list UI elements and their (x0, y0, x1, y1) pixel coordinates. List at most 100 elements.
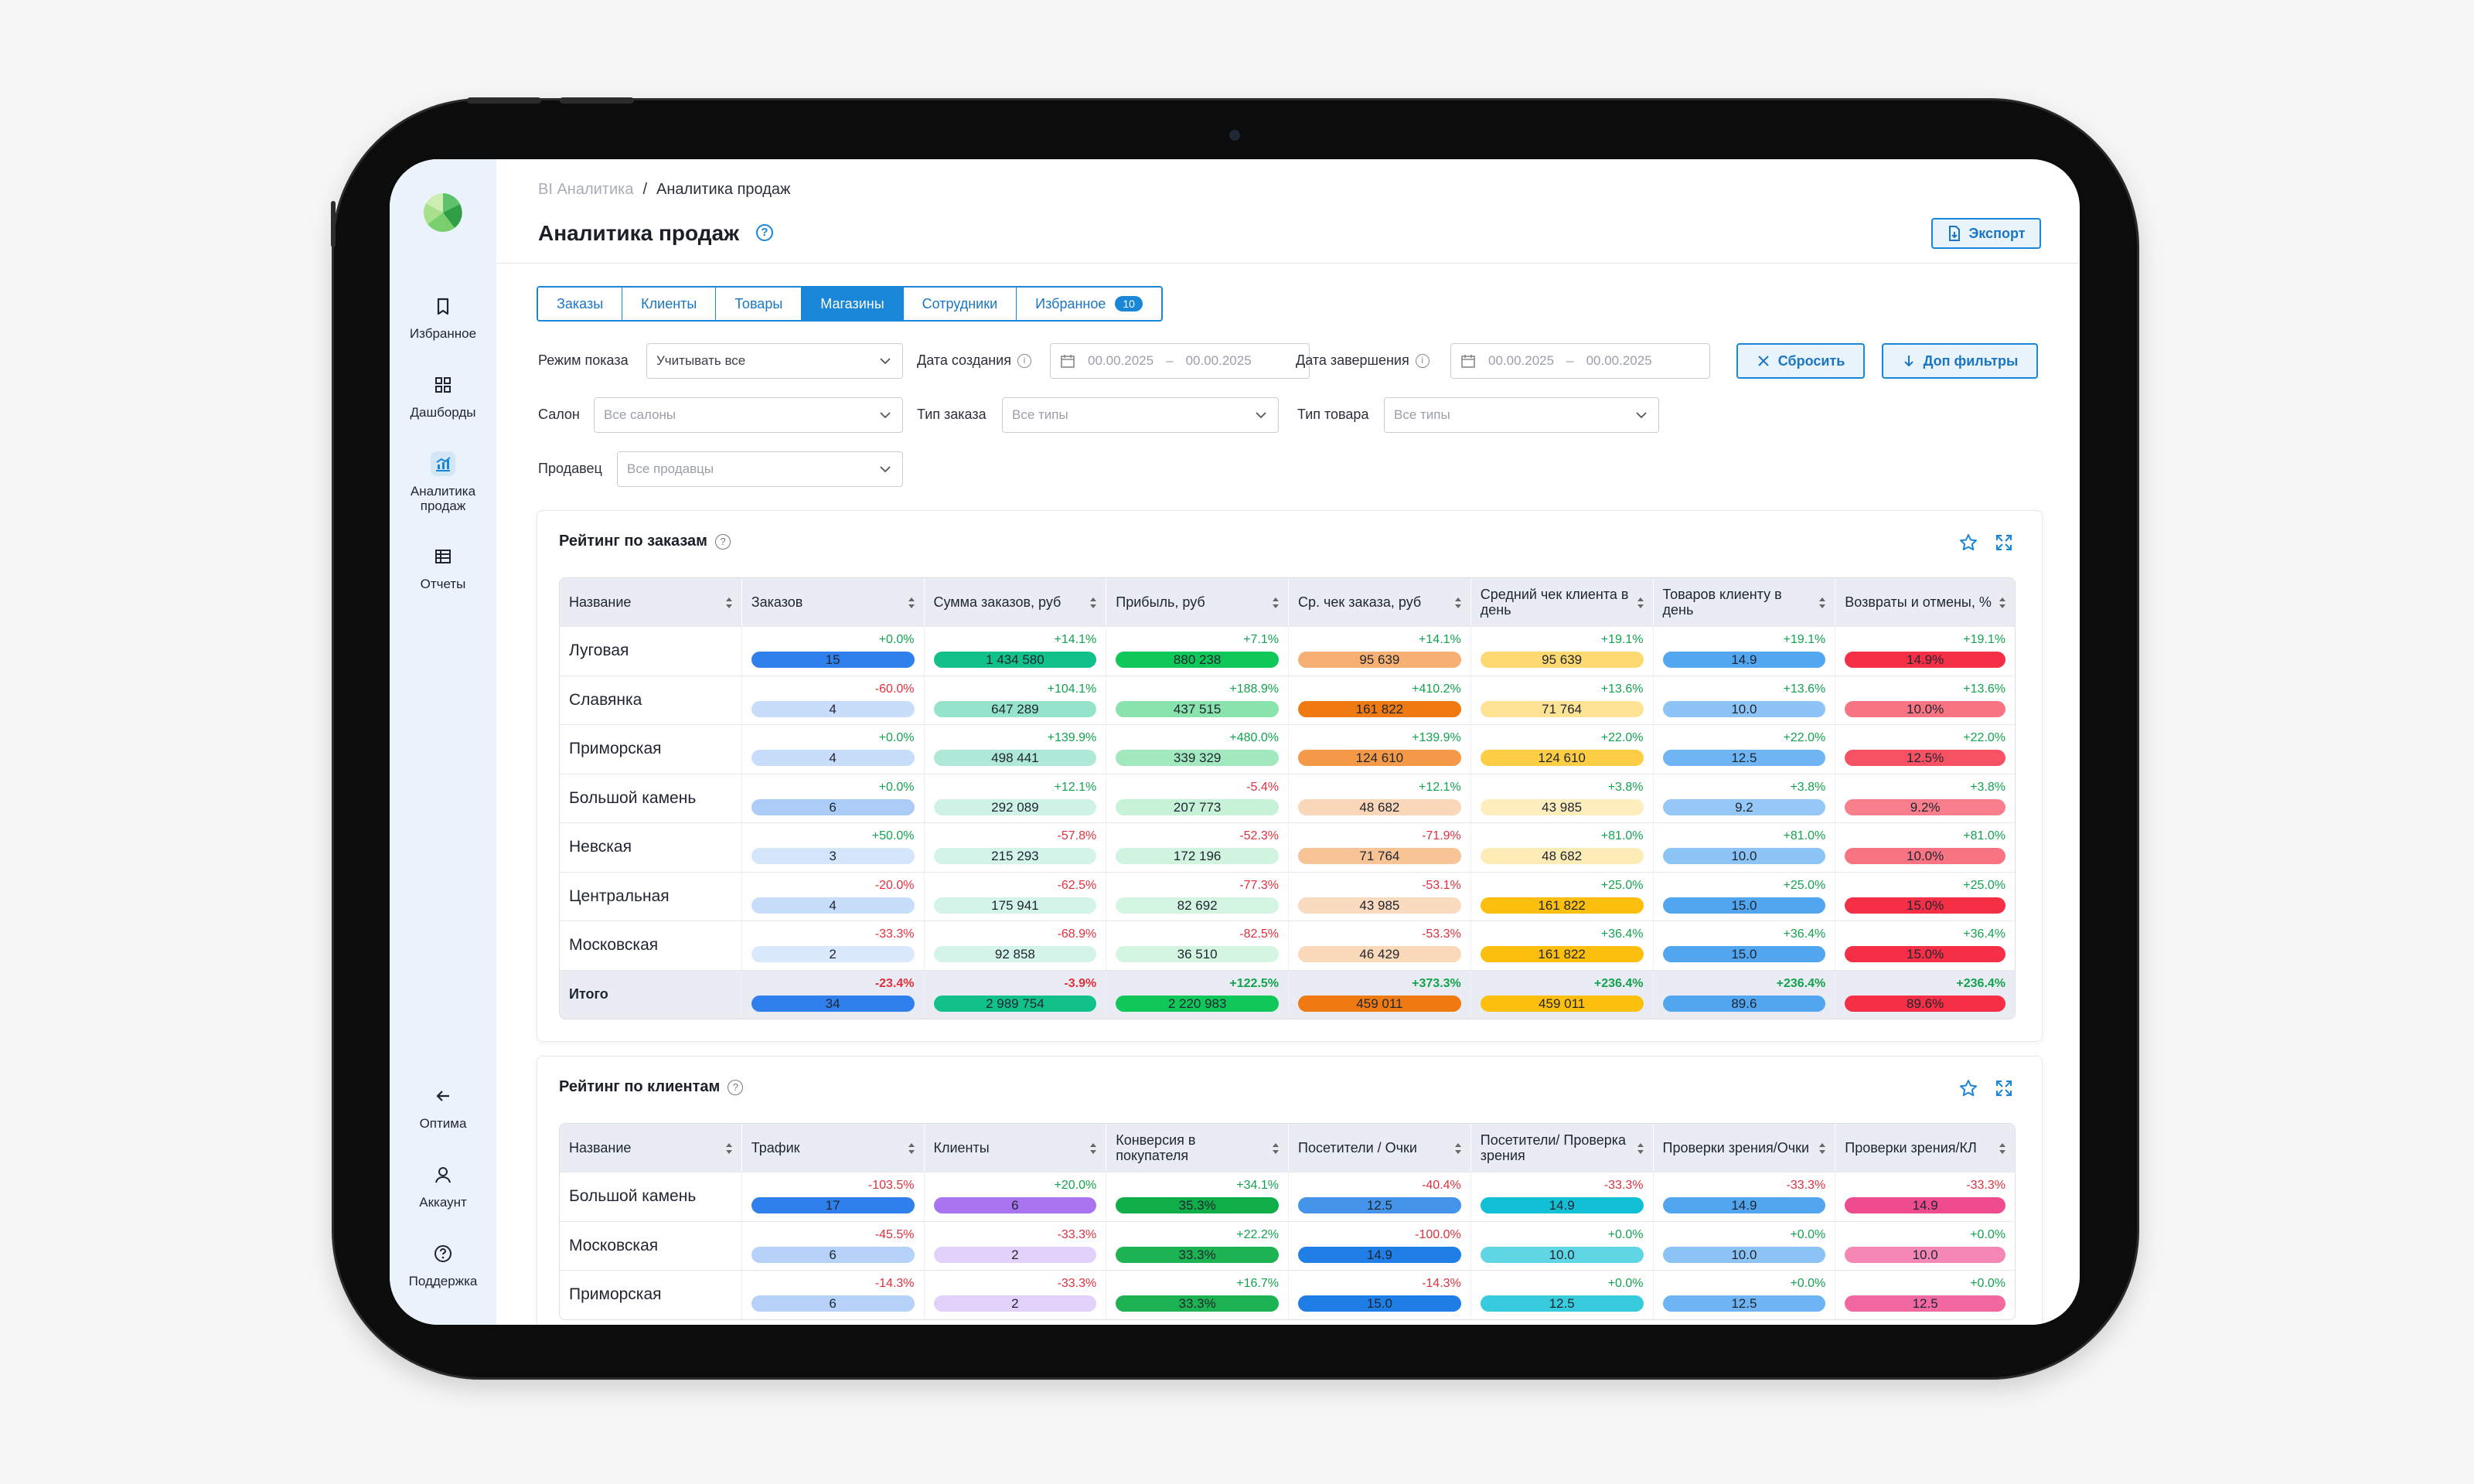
delta-value: +3.8% (1607, 780, 1644, 794)
table-row[interactable]: Московская -45.5% 6 -33.3% 2 +22.2% 33.3% -100.… (560, 1220, 2015, 1270)
sort-icon[interactable] (1089, 1141, 1098, 1156)
table-row[interactable]: Приморская -14.3% 6 -33.3% 2 +16.7% 33.3% -14.3… (560, 1270, 2015, 1319)
app-logo[interactable] (424, 193, 462, 232)
sort-icon[interactable] (724, 1141, 734, 1156)
table-row[interactable]: Луговая +0.0% 15 +14.1% 1 434 580 +7.1% 880 23… (560, 626, 2015, 676)
delta-value: -33.3% (1603, 1179, 1644, 1192)
sidebar-item-reports[interactable]: Отчеты (390, 544, 496, 591)
sort-icon[interactable] (1998, 595, 2007, 611)
sort-icon[interactable] (1271, 1141, 1280, 1156)
expand-icon[interactable] (1994, 1078, 2014, 1098)
sort-icon[interactable] (1089, 595, 1098, 611)
help-icon[interactable]: ? (728, 1079, 744, 1095)
sort-icon[interactable] (1818, 1141, 1827, 1156)
sort-icon[interactable] (724, 595, 734, 611)
column-header[interactable]: Заказов (742, 578, 925, 626)
star-icon[interactable] (1958, 533, 1978, 553)
delta-value: +81.0% (1783, 829, 1826, 842)
created-date-range[interactable]: 00.00.2025 – 00.00.2025 (1050, 343, 1310, 379)
column-header[interactable]: Средний чек клиента в день (1471, 578, 1654, 626)
tab-stores[interactable]: Магазины (802, 288, 904, 320)
value-bar: 459 011 (1298, 995, 1461, 1012)
seller-select[interactable]: Все продавцы (617, 451, 903, 487)
breadcrumb-parent[interactable]: BI Аналитика (538, 181, 634, 198)
sidebar-item-optima[interactable]: Оптима (390, 1084, 496, 1131)
value-bar: 34 (751, 995, 915, 1012)
delta-value: +13.6% (1783, 682, 1826, 696)
reset-button[interactable]: Сбросить (1736, 343, 1865, 379)
column-header[interactable]: Трафик (742, 1124, 925, 1172)
sort-icon[interactable] (1818, 595, 1827, 611)
delta-value: -82.5% (1239, 928, 1280, 941)
salon-select[interactable]: Все салоны (594, 397, 903, 433)
sort-icon[interactable] (1271, 595, 1280, 611)
column-header[interactable]: Название (560, 578, 742, 626)
sidebar-item-support[interactable]: Поддержка (390, 1241, 496, 1288)
column-header[interactable]: Посетители/ Проверка зрения (1471, 1124, 1654, 1172)
sort-icon[interactable] (1636, 595, 1645, 611)
column-header[interactable]: Возвраты и отмены, % (1835, 578, 2015, 626)
export-button[interactable]: Экспорт (1931, 218, 2041, 249)
value-bar: 12.5 (1845, 1295, 2006, 1312)
tab-orders[interactable]: Заказы (538, 288, 623, 320)
finished-date-range[interactable]: 00.00.2025 – 00.00.2025 (1450, 343, 1710, 379)
column-header[interactable]: Товаров клиенту в день (1654, 578, 1836, 626)
delta-value: +0.0% (878, 731, 915, 744)
sidebar-item-account[interactable]: Аккаунт (390, 1162, 496, 1210)
delta-value: -33.3% (1786, 1179, 1826, 1192)
expand-icon[interactable] (1994, 533, 2014, 553)
tab-employees[interactable]: Сотрудники (903, 288, 1017, 320)
column-header[interactable]: Ср. чек заказа, руб (1289, 578, 1471, 626)
sidebar-item-dashboards[interactable]: Дашборды (390, 373, 496, 420)
column-header-label: Заказов (751, 594, 803, 610)
more-filters-button[interactable]: Доп фильтры (1882, 343, 2038, 379)
info-icon[interactable]: i (1415, 354, 1430, 369)
sidebar-item-sales-analytics[interactable]: Аналитика продаж (390, 451, 496, 513)
table-row[interactable]: Невская +50.0% 3 -57.8% 215 293 -52.3% 172 196… (560, 822, 2015, 872)
sort-icon[interactable] (907, 1141, 916, 1156)
sort-icon[interactable] (1453, 595, 1463, 611)
table-row[interactable]: Центральная -20.0% 4 -62.5% 175 941 -77.3% 82 … (560, 871, 2015, 921)
value-bar: 9.2% (1845, 798, 2006, 815)
product-type-select[interactable]: Все типы (1384, 397, 1659, 433)
column-header[interactable]: Конверсия в покупателя (1106, 1124, 1289, 1172)
order-type-select[interactable]: Все типы (1002, 397, 1279, 433)
sort-icon[interactable] (1453, 1141, 1463, 1156)
column-header[interactable]: Сумма заказов, руб (925, 578, 1107, 626)
table-total-row[interactable]: Итого -23.4% 34 -3.9% 2 989 754 +122.5% 2 220 … (560, 969, 2015, 1019)
table-row[interactable]: Большой камень -103.5% 17 +20.0% 6 +34.1% 35.3… (560, 1172, 2015, 1221)
tab-label: Магазины (820, 295, 884, 311)
hardware-button (467, 97, 541, 104)
value-bar: 3 (751, 848, 915, 864)
sidebar-item-favorites[interactable]: Избранное (390, 294, 496, 341)
sort-icon[interactable] (907, 595, 916, 611)
tab-favorites[interactable]: Избранное 10 (1017, 288, 1161, 320)
table-row[interactable]: Большой камень +0.0% 6 +12.1% 292 089 -5.4% 20… (560, 773, 2015, 822)
column-header[interactable]: Клиенты (925, 1124, 1107, 1172)
table-row[interactable]: Славянка -60.0% 4 +104.1% 647 289 +188.9% 437 … (560, 675, 2015, 724)
tab-clients[interactable]: Клиенты (622, 288, 717, 320)
column-header[interactable]: Прибыль, руб (1106, 578, 1289, 626)
sort-icon[interactable] (1998, 1141, 2007, 1156)
column-header[interactable]: Проверки зрения/Очки (1654, 1124, 1836, 1172)
value-bar: 161 822 (1480, 897, 1644, 914)
star-icon[interactable] (1958, 1078, 1978, 1098)
table-cell: +25.0% 161 822 (1471, 872, 1654, 921)
sort-icon[interactable] (1636, 1141, 1645, 1156)
delta-value: +7.1% (1243, 633, 1280, 646)
salon-placeholder: Все салоны (604, 407, 676, 422)
help-icon[interactable]: ? (714, 533, 731, 550)
value-bar: 207 773 (1116, 798, 1280, 815)
table-row[interactable]: Московская -33.3% 2 -68.9% 92 858 -82.5% 36 51… (560, 921, 2015, 970)
column-header[interactable]: Название (560, 1124, 742, 1172)
table-cell: +139.9% 124 610 (1289, 725, 1471, 774)
mode-select[interactable]: Учитывать все (646, 343, 903, 379)
value-bar: 6 (751, 1295, 915, 1312)
date-separator: – (1166, 353, 1174, 368)
column-header[interactable]: Посетители / Очки (1289, 1124, 1471, 1172)
table-row[interactable]: Приморская +0.0% 4 +139.9% 498 441 +480.0% 339… (560, 724, 2015, 774)
info-icon[interactable]: i (1017, 354, 1031, 369)
column-header[interactable]: Проверки зрения/КЛ (1835, 1124, 2015, 1172)
tab-products[interactable]: Товары (716, 288, 803, 320)
help-icon[interactable]: ? (756, 224, 773, 241)
